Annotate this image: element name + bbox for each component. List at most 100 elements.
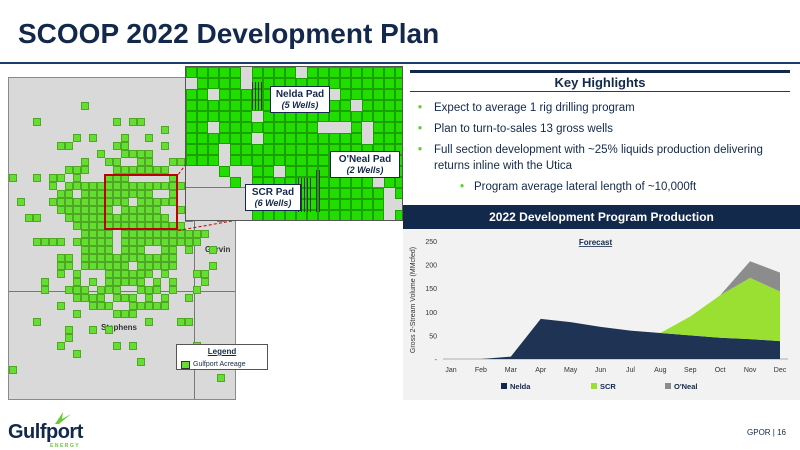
- acreage-cell: [73, 278, 81, 286]
- acreage-cell: [137, 166, 145, 174]
- acreage-cell: [81, 222, 89, 230]
- acreage-cell: [105, 158, 113, 166]
- x-tick-label: Dec: [774, 367, 787, 374]
- acreage-cell: [89, 230, 97, 238]
- scr-wells: [298, 178, 312, 212]
- county-label-stephens: Stephens: [101, 323, 138, 332]
- acreage-cell: [373, 122, 384, 133]
- acreage-cell: [81, 102, 89, 110]
- acreage-cell: [81, 158, 89, 166]
- acreage-cell: [161, 198, 169, 206]
- acreage-cell: [340, 199, 351, 210]
- acreage-cell: [241, 144, 252, 155]
- acreage-cell: [137, 118, 145, 126]
- acreage-cell: [329, 78, 340, 89]
- acreage-cell: [318, 155, 329, 166]
- acreage-cell: [241, 155, 252, 166]
- acreage-cell: [81, 230, 89, 238]
- acreage-cell: [263, 166, 274, 177]
- acreage-cell: [113, 342, 121, 350]
- acreage-cell: [121, 182, 129, 190]
- acreage-cell: [65, 214, 73, 222]
- x-tick-label: Mar: [505, 367, 518, 374]
- acreage-cell: [384, 122, 395, 133]
- acreage-cell: [89, 302, 97, 310]
- acreage-cell: [89, 214, 97, 222]
- acreage-cell: [285, 122, 296, 133]
- acreage-cell: [137, 190, 145, 198]
- acreage-cell: [351, 78, 362, 89]
- acreage-cell: [121, 278, 129, 286]
- acreage-cell: [57, 174, 65, 182]
- acreage-cell: [161, 270, 169, 278]
- acreage-cell: [186, 89, 197, 100]
- acreage-cell: [395, 67, 402, 78]
- acreage-cell: [145, 262, 153, 270]
- acreage-cell: [137, 286, 145, 294]
- acreage-cell: [49, 182, 57, 190]
- page-number: GPOR | 16: [747, 428, 786, 437]
- acreage-cell: [285, 67, 296, 78]
- acreage-cell: [73, 206, 81, 214]
- acreage-cell: [362, 78, 373, 89]
- acreage-cell: [340, 89, 351, 100]
- acreage-cell: [97, 262, 105, 270]
- oneal-wells: [316, 170, 322, 212]
- acreage-cell: [230, 155, 241, 166]
- pad-label-oneal: O'Neal Pad (2 Wells): [330, 151, 400, 178]
- acreage-cell: [296, 155, 307, 166]
- acreage-cell: [351, 122, 362, 133]
- acreage-cell: [161, 254, 169, 262]
- acreage-cell: [208, 67, 219, 78]
- acreage-cell: [329, 188, 340, 199]
- acreage-cell: [197, 78, 208, 89]
- acreage-cell: [252, 122, 263, 133]
- acreage-cell: [241, 100, 252, 111]
- acreage-cell: [113, 182, 121, 190]
- acreage-cell: [274, 155, 285, 166]
- acreage-cell: [65, 254, 73, 262]
- acreage-cell: [351, 210, 362, 220]
- acreage-cell: [296, 122, 307, 133]
- acreage-cell: [169, 278, 177, 286]
- acreage-cell: [121, 270, 129, 278]
- acreage-cell: [384, 100, 395, 111]
- acreage-cell: [185, 230, 193, 238]
- acreage-cell: [395, 100, 402, 111]
- acreage-cell: [145, 182, 153, 190]
- legend-label: SCR: [600, 382, 616, 391]
- acreage-cell: [73, 294, 81, 302]
- acreage-cell: [197, 67, 208, 78]
- acreage-cell: [384, 78, 395, 89]
- acreage-cell: [351, 133, 362, 144]
- acreage-cell: [169, 254, 177, 262]
- acreage-cell: [329, 210, 340, 220]
- acreage-cell: [41, 238, 49, 246]
- pad-wells: (6 Wells): [254, 198, 292, 208]
- acreage-cell: [362, 199, 373, 210]
- acreage-cell: [89, 238, 97, 246]
- acreage-cell: [169, 262, 177, 270]
- acreage-cell: [113, 286, 121, 294]
- acreage-cell: [263, 155, 274, 166]
- acreage-cell: [145, 190, 153, 198]
- acreage-cell: [340, 100, 351, 111]
- acreage-cell: [153, 262, 161, 270]
- acreage-cell: [169, 230, 177, 238]
- acreage-cell: [307, 155, 318, 166]
- acreage-cell: [65, 190, 73, 198]
- acreage-cell: [208, 155, 219, 166]
- acreage-cell: [121, 166, 129, 174]
- acreage-cell: [186, 67, 197, 78]
- chart-title: Forecast: [579, 238, 613, 247]
- acreage-cell: [318, 210, 329, 220]
- acreage-cell: [145, 166, 153, 174]
- acreage-cell: [145, 134, 153, 142]
- acreage-cell: [161, 294, 169, 302]
- acreage-cell: [49, 238, 57, 246]
- x-tick-label: Jan: [445, 367, 456, 374]
- acreage-cell: [177, 158, 185, 166]
- acreage-cell: [89, 246, 97, 254]
- acreage-cell: [49, 198, 57, 206]
- acreage-cell: [65, 206, 73, 214]
